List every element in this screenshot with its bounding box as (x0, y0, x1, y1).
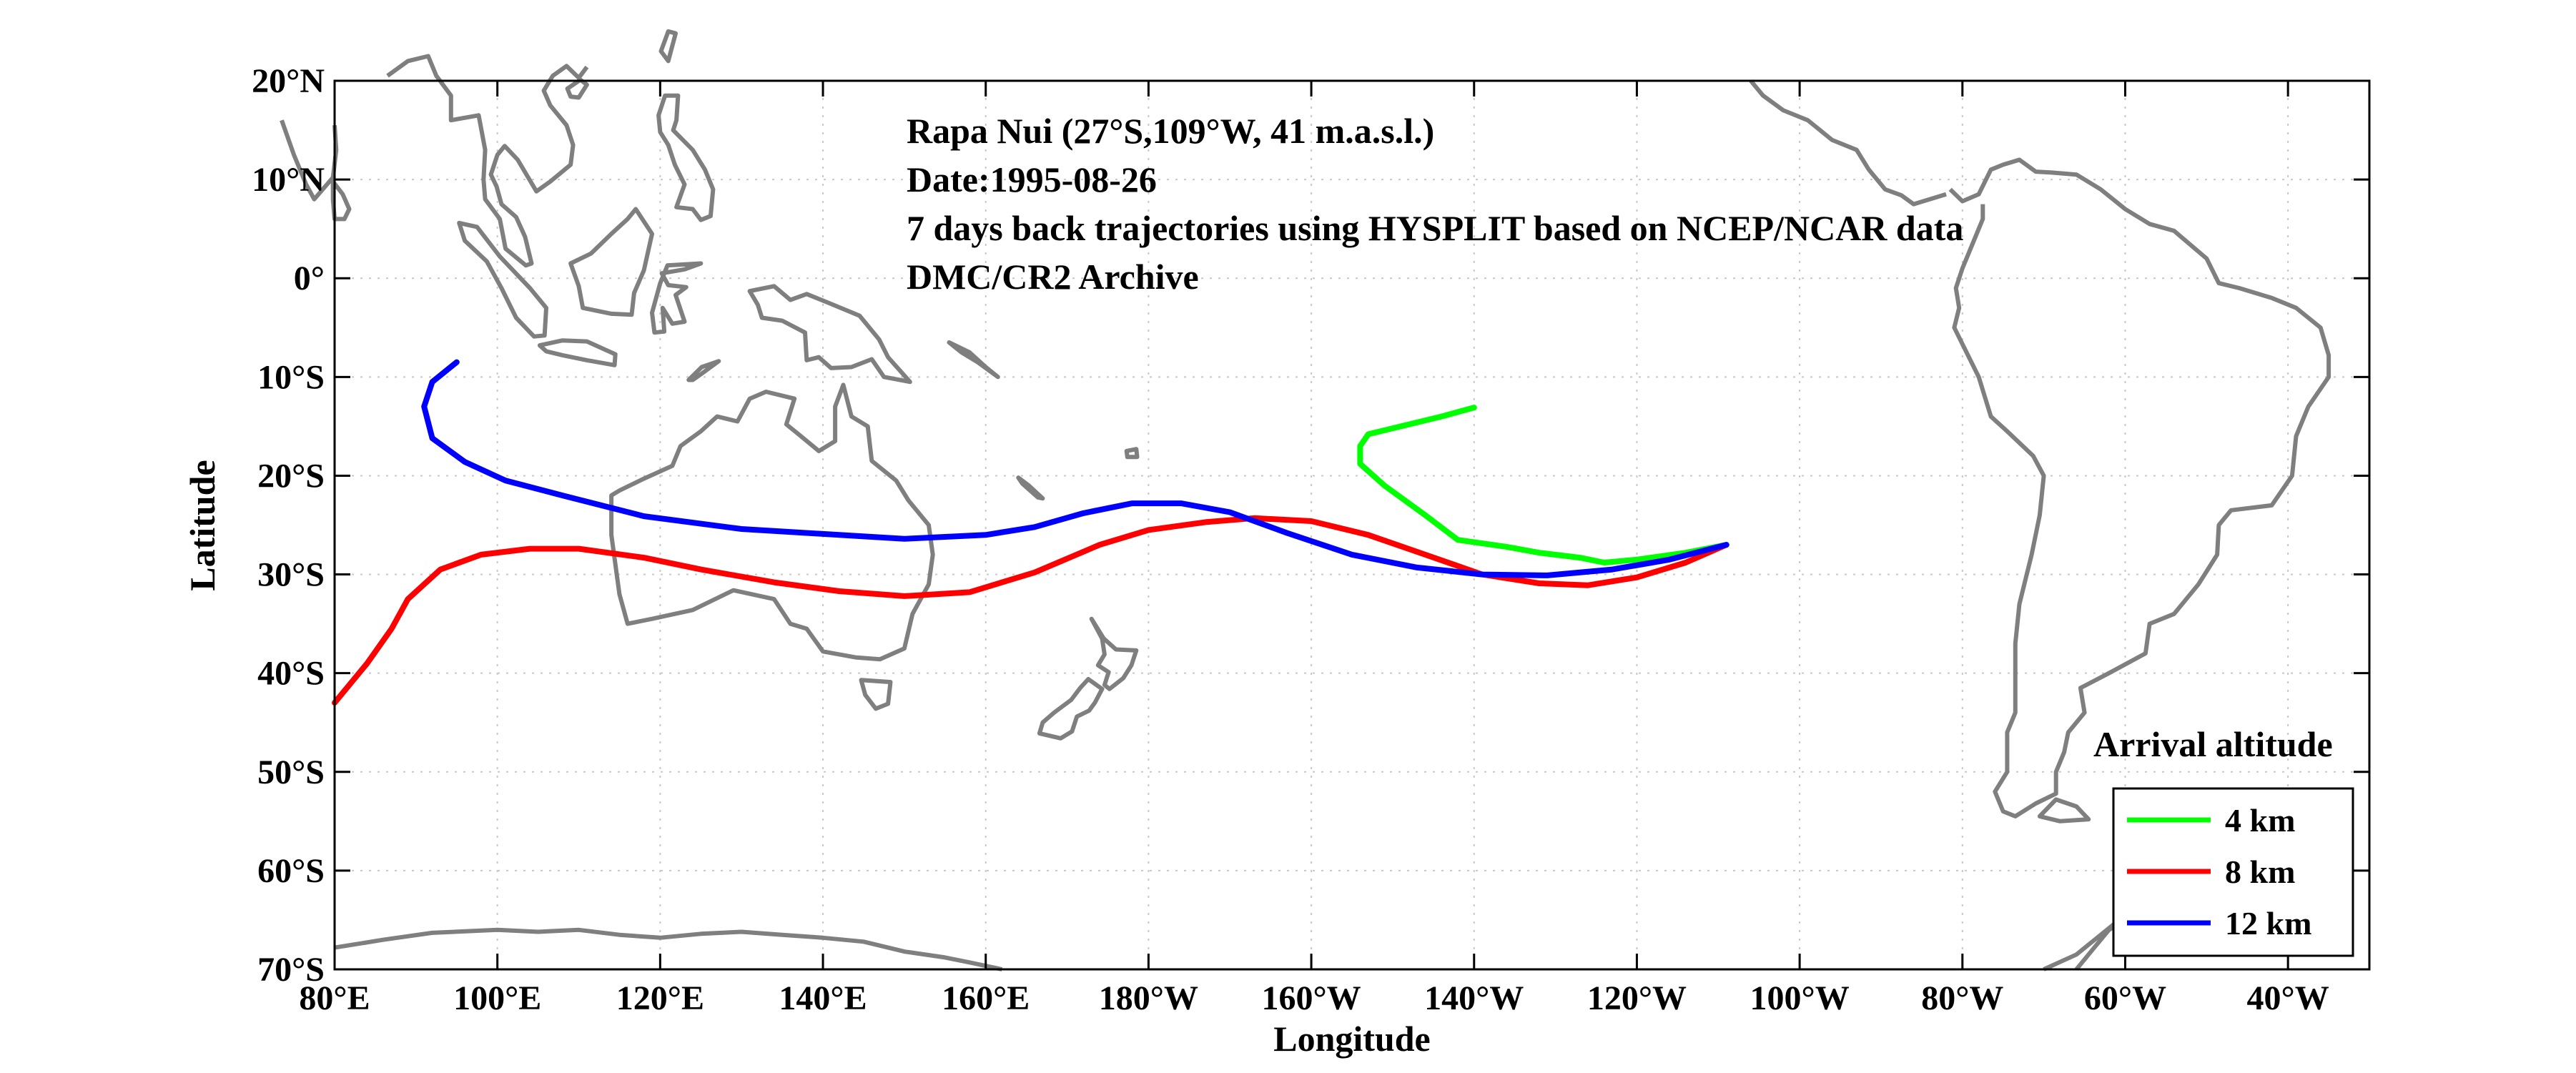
trajectory-4km (1357, 405, 1729, 565)
sulawesi-coast (650, 261, 704, 335)
nz-north-coast (1089, 616, 1139, 691)
trajectory-8km (332, 515, 1729, 706)
annotation-date: Date:1995-08-26 (907, 159, 1157, 199)
solomon-coast (947, 340, 1000, 380)
x-tick-label: 180°W (1099, 979, 1198, 1017)
central-america-coast (1749, 79, 1947, 207)
y-tick-label: 10°N (252, 161, 325, 199)
axis-ticks: 80°E 100°E 120°E 140°E 160°E 180°W 160°W 140°W 1… (252, 62, 2369, 1017)
y-tick-label: 60°S (257, 852, 325, 890)
legend-label-8km: 8 km (2225, 854, 2295, 890)
x-tick-label: 100°W (1750, 979, 1850, 1017)
y-tick-label: 20°N (252, 62, 325, 100)
philippines-coast (656, 93, 716, 222)
x-tick-label: 140°W (1424, 979, 1524, 1017)
y-tick-label: 70°S (257, 951, 325, 989)
fiji-coast (1124, 447, 1140, 460)
x-tick-label: 40°W (2247, 979, 2329, 1017)
taiwan-coast (658, 29, 678, 64)
x-tick-label: 160°W (1261, 979, 1361, 1017)
tierra-del-fuego-coast (2037, 797, 2091, 824)
x-tick-label: 80°W (1921, 979, 2003, 1017)
x-tick-label: 100°E (453, 979, 541, 1017)
australia-coast (609, 382, 935, 662)
new-caledonia-coast (1016, 475, 1045, 501)
nz-south-coast (1037, 677, 1105, 741)
south-america-coast (1948, 157, 2331, 819)
x-tick-label: 60°W (2084, 979, 2166, 1017)
legend-label-12km: 12 km (2225, 905, 2311, 941)
tasmania-coast (859, 678, 893, 711)
x-axis-label: Longitude (1273, 1019, 1431, 1059)
plot-frame (333, 79, 2371, 971)
annotation-archive: DMC/CR2 Archive (907, 257, 1199, 297)
java-coast (537, 338, 618, 367)
new-guinea-coast (747, 284, 912, 385)
y-axis-label: Latitude (182, 460, 222, 590)
y-tick-label: 10°S (257, 358, 325, 396)
asia-mainland-coast (280, 119, 339, 202)
x-tick-label: 80°E (299, 979, 370, 1017)
trajectory-lines (332, 359, 1729, 706)
x-tick-label: 120°W (1587, 979, 1687, 1017)
x-tick-label: 140°E (779, 979, 867, 1017)
sri-lanka-coast (330, 179, 352, 222)
borneo-coast (568, 207, 654, 317)
sumatra-coast (457, 220, 548, 339)
coastlines (280, 29, 2331, 971)
legend-title: Arrival altitude (2093, 724, 2333, 764)
y-tick-label: 20°S (257, 457, 325, 495)
se-asia-coast (386, 54, 589, 268)
antarctica-coast (334, 927, 1003, 971)
x-tick-label: 160°E (942, 979, 1030, 1017)
y-tick-label: 50°S (257, 753, 325, 791)
timor-coast (686, 359, 721, 382)
legend: 4 km 8 km 12 km (2112, 787, 2354, 957)
y-tick-label: 30°S (257, 556, 325, 594)
x-tick-label: 120°E (616, 979, 704, 1017)
y-tick-label: 40°S (257, 655, 325, 693)
legend-label-4km: 4 km (2225, 802, 2295, 839)
trajectory-12km (421, 359, 1729, 578)
annotation-method: 7 days back trajectories using HYSPLIT b… (907, 208, 1963, 248)
annotation-station: Rapa Nui (27°S,109°W, 41 m.a.s.l.) (907, 111, 1434, 151)
y-tick-label: 0° (294, 259, 325, 297)
